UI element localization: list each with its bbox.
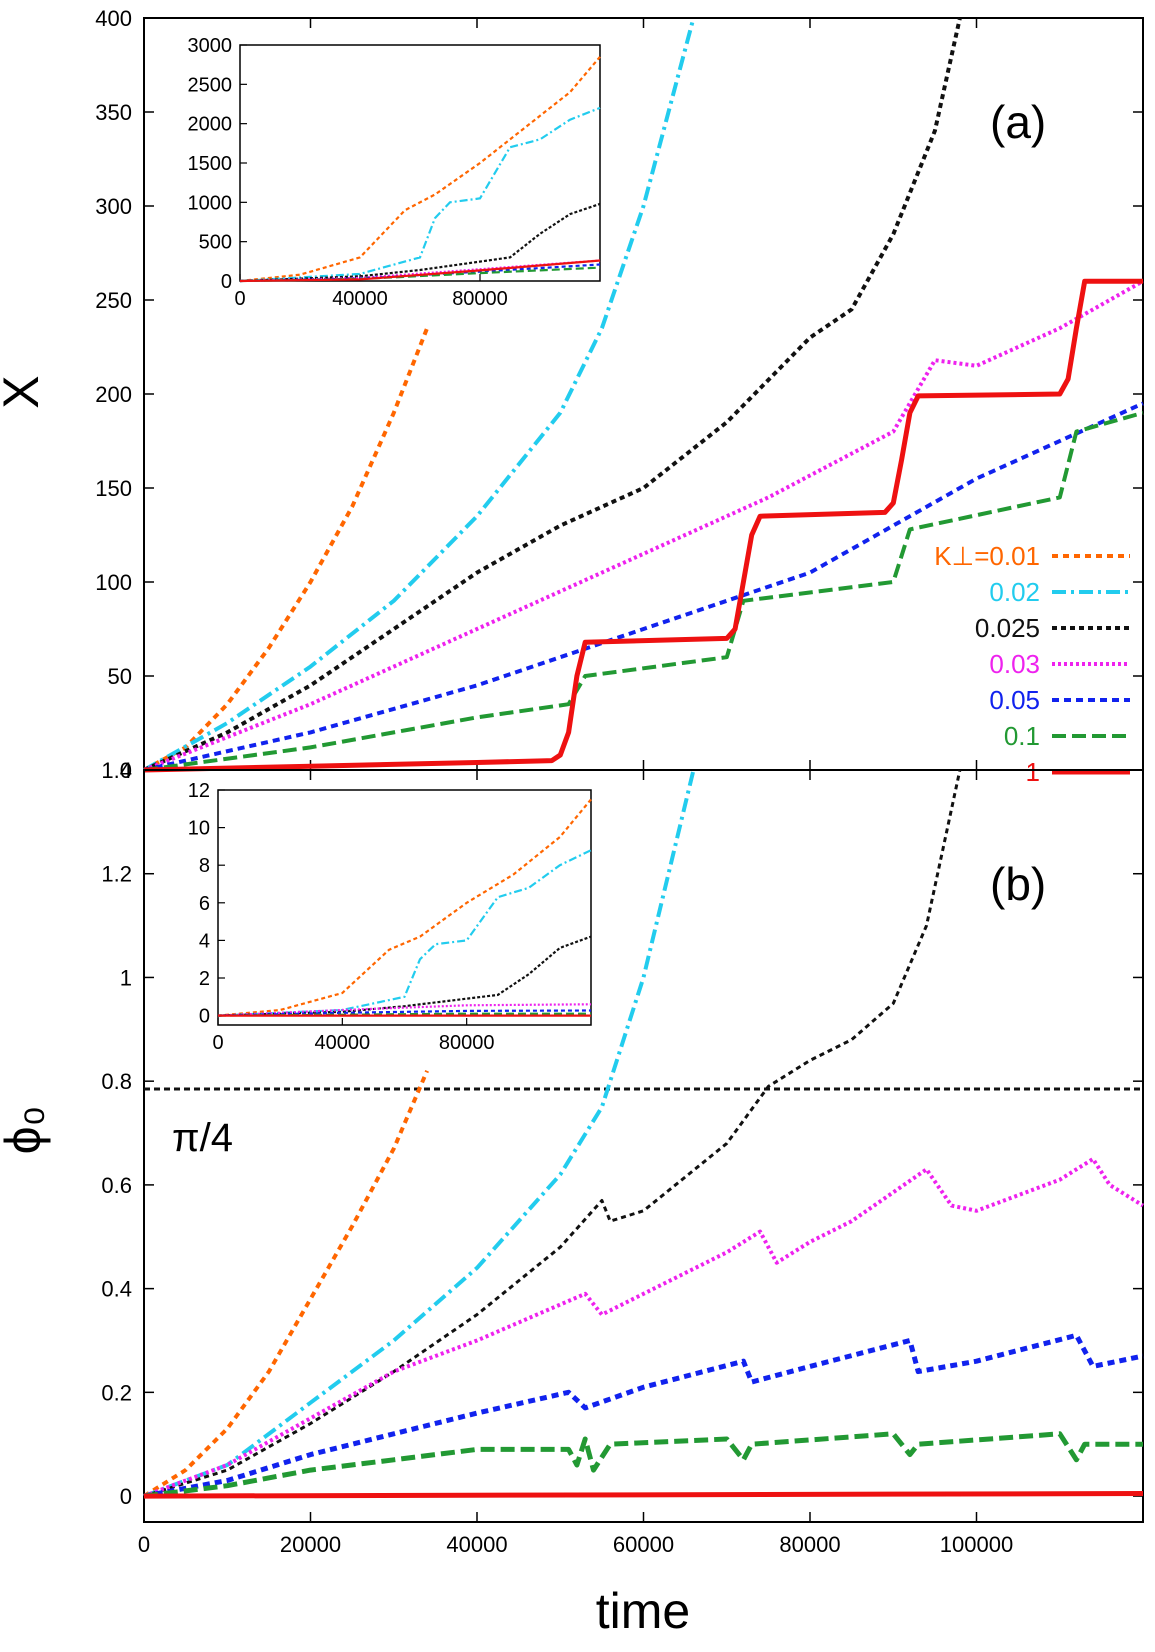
series-line-0p1 [143,410,1144,772]
legend: K⊥=0.01 0.02 0.025 0.03 0.05 0.1 1 [934,541,1130,787]
inset-x-tick-label: 0 [234,288,245,310]
legend-label: 1 [1026,757,1040,787]
series-line-0p05 [143,1332,1144,1499]
inset-y-tick-label: 0 [221,271,232,293]
inset-x-tick-label: 40000 [315,1032,371,1054]
panel-b-label: (b) [990,858,1046,910]
x-tick-label: 100000 [940,1532,1013,1557]
y-tick-label: 0 [120,758,132,783]
inset-series-line-0p01 [239,56,601,283]
y-tick-label: 250 [95,288,132,313]
inset-y-tick-label: 2 [199,968,210,990]
panel-b-series [142,769,1145,1499]
y-tick-label: 150 [95,476,132,501]
inset-frame [217,789,592,1026]
x-tick-label: 40000 [446,1532,507,1557]
y-tick-label: 200 [95,382,132,407]
legend-label: 0.03 [989,649,1040,679]
panel-b-ticks: 0 20000 40000 60000 80000 100000 0 0.2 0.4 0.6 0.8… [101,758,1143,1557]
x-tick-label: 0 [138,1532,150,1557]
series-line-0p03 [143,1157,1145,1498]
x-axis-label: time [596,1583,690,1639]
inset-series-line-0p025 [217,935,592,1017]
y-tick-label: 350 [95,100,132,125]
inset-series-line-0p05 [217,1009,592,1017]
y-tick-label: 1 [120,965,132,990]
y-tick-label: 0.4 [101,1277,132,1302]
inset-y-tick-label: 4 [199,930,210,952]
inset-y-tick-label: 2500 [188,74,233,96]
inset-y-tick-label: 3000 [188,35,233,57]
panel-a-series [143,17,1144,773]
series-line-0p05 [143,401,1144,772]
panel-b-ylabel: ϕ₀ [0,1106,51,1155]
legend-label: 0.02 [989,577,1040,607]
inset-y-tick-label: 12 [188,780,210,802]
series-line-0p02 [143,769,696,1498]
panel-b: 0 20000 40000 60000 80000 100000 0 0.2 0.4 0.6 0.8… [0,758,1145,1639]
inset-x-tick-label: 40000 [332,288,388,310]
inset-x-tick-label: 80000 [452,288,508,310]
inset-series-line-1 [239,259,601,283]
legend-label: 0.05 [989,685,1040,715]
series-line-0p03 [143,279,1144,772]
x-tick-label: 20000 [280,1532,341,1557]
y-tick-label: 0 [120,1484,132,1509]
legend-label: 0.025 [975,613,1040,643]
y-tick-label: 300 [95,194,132,219]
series-line-0p01 [143,327,429,772]
inset-y-tick-label: 1500 [188,153,233,175]
series-line-0p02 [143,17,696,772]
pi-over-4-reference: π/4 [144,1087,1143,1160]
y-tick-label: 1.2 [101,862,132,887]
y-tick-label: 50 [108,664,132,689]
x-tick-label: 60000 [613,1532,674,1557]
x-tick-label: 80000 [779,1532,840,1557]
panel-b-inset: 0 40000 80000 0 2 4 6 8 10 12 [188,780,592,1054]
inset-x-tick-label: 80000 [439,1032,495,1054]
series-line-0p01 [142,1070,429,1498]
inset-y-tick-label: 500 [199,232,232,254]
inset-series-line-0p01 [217,798,592,1017]
inset-y-tick-label: 0 [199,1006,210,1028]
inset-y-tick-label: 6 [199,893,210,915]
series-line-0p025 [143,17,962,772]
panel-a-label: (a) [990,96,1046,148]
inset-series-line-0p02 [239,106,601,283]
y-tick-label: 1.4 [101,758,132,783]
y-tick-label: 0.6 [101,1173,132,1198]
panel-a-ylabel: X [0,375,49,408]
panel-a-inset: 0 40000 80000 0 500 1000 1500 2000 2500 3000 [188,35,601,310]
y-tick-label: 400 [95,6,132,31]
legend-label: 0.1 [1004,721,1040,751]
y-tick-label: 0.8 [101,1069,132,1094]
series-line-1 [143,1491,1144,1499]
inset-y-tick-label: 10 [188,818,210,840]
inset-x-tick-label: 0 [212,1032,223,1054]
inset-y-tick-label: 8 [199,855,210,877]
series-line-0p1 [143,1431,1143,1499]
inset-y-tick-label: 1000 [188,192,233,214]
series-line-0p025 [143,769,962,1498]
legend-label: K⊥=0.01 [934,541,1040,571]
y-tick-label: 100 [95,570,132,595]
series-line-1 [143,278,1143,773]
inset-series-line-0p025 [239,202,601,283]
y-tick-label: 0.2 [101,1380,132,1405]
panel-a: 0 50 100 150 200 250 300 350 400 0 40000 80000 0 500… [0,6,1144,787]
inset-y-tick-label: 2000 [188,114,233,136]
panel-a-ticks: 0 50 100 150 200 250 300 350 400 [95,6,1143,783]
reference-line-label: π/4 [172,1116,233,1160]
inset-series-line-0p02 [217,849,592,1017]
inset-frame [239,44,601,282]
